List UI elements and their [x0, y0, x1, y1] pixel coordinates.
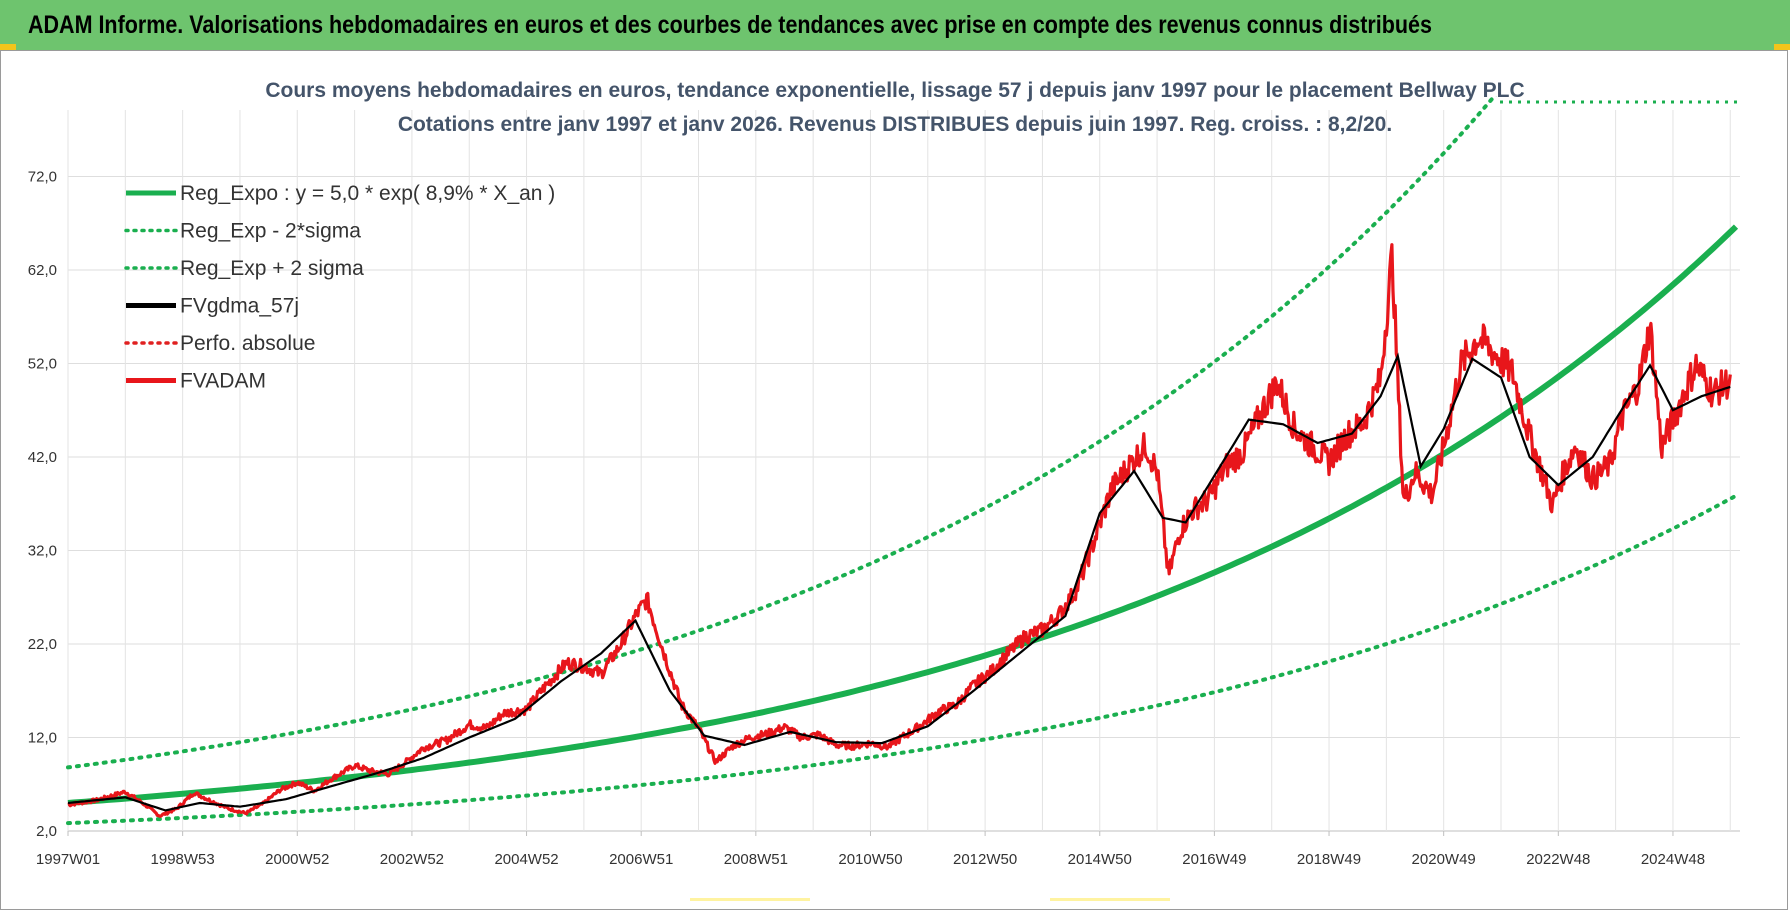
- x-tick-label: 1997W01: [36, 851, 100, 868]
- y-tick-label: 52,0: [28, 356, 57, 373]
- chart-series: [66, 96, 1739, 826]
- x-tick-label: 1998W53: [151, 851, 215, 868]
- y-tick-label: 32,0: [28, 543, 57, 560]
- y-tick-label: 2,0: [36, 823, 57, 840]
- y-tick-label: 72,0: [28, 169, 57, 186]
- x-tick-label: 2006W51: [609, 851, 673, 868]
- x-tick-label: 2004W52: [494, 851, 558, 868]
- x-tick-label: 2016W49: [1182, 851, 1246, 868]
- chart-legend: Reg_Expo : y = 5,0 * exp( 8,9% * X_an ) R…: [124, 182, 555, 393]
- x-tick-label: 2014W50: [1068, 851, 1132, 868]
- corner-marker-right: [1774, 44, 1790, 50]
- report-banner: ADAM Informe. Valorisations hebdomadaire…: [0, 0, 1790, 50]
- legend-label: Reg_Expo : y = 5,0 * exp( 8,9% * X_an ): [180, 182, 555, 205]
- y-tick-label: 12,0: [28, 730, 57, 747]
- chart-subtitle: Cotations entre janv 1997 et janv 2026. …: [398, 113, 1392, 136]
- legend-label: Reg_Exp - 2*sigma: [180, 220, 361, 243]
- x-tick-label: 2020W49: [1412, 851, 1476, 868]
- bottom-strip-2: [1050, 898, 1170, 901]
- chart-title: Cours moyens hebdomadaires en euros, ten…: [265, 79, 1524, 102]
- legend-label: FVgdma_57j: [180, 295, 299, 318]
- report-banner-text: ADAM Informe. Valorisations hebdomadaire…: [28, 10, 1432, 39]
- legend-label: FVADAM: [180, 370, 266, 393]
- series-fvgdma-57j: [67, 352, 1731, 812]
- series-reg-exp-low: [66, 493, 1738, 826]
- corner-marker-left: [0, 44, 16, 50]
- y-tick-label: 22,0: [28, 636, 57, 653]
- legend-label: Perfo. absolue: [180, 332, 315, 355]
- x-tick-label: 2000W52: [265, 851, 329, 868]
- series-reg-exp-high: [66, 96, 1498, 770]
- y-tick-label: 42,0: [28, 449, 57, 466]
- legend-label: Reg_Exp + 2 sigma: [180, 257, 364, 280]
- chart-frame: [0, 50, 1788, 910]
- y-tick-label: 62,0: [28, 262, 57, 279]
- x-tick-label: 2008W51: [724, 851, 788, 868]
- bottom-strip-1: [690, 898, 810, 901]
- x-tick-label: 2010W50: [838, 851, 902, 868]
- x-tick-label: 2024W48: [1641, 851, 1705, 868]
- x-tick-label: 2002W52: [380, 851, 444, 868]
- x-tick-label: 2022W48: [1526, 851, 1590, 868]
- chart-axes: 2,0 12,0 22,0 32,0 42,0 52,0 62,0 72,0 1997W01 19…: [28, 169, 1705, 869]
- chart-grid: [67, 110, 1740, 832]
- x-tick-label: 2012W50: [953, 851, 1017, 868]
- series-reg-expo: [67, 224, 1739, 806]
- x-tick-label: 2018W49: [1297, 851, 1361, 868]
- series-fvadam: [67, 243, 1732, 818]
